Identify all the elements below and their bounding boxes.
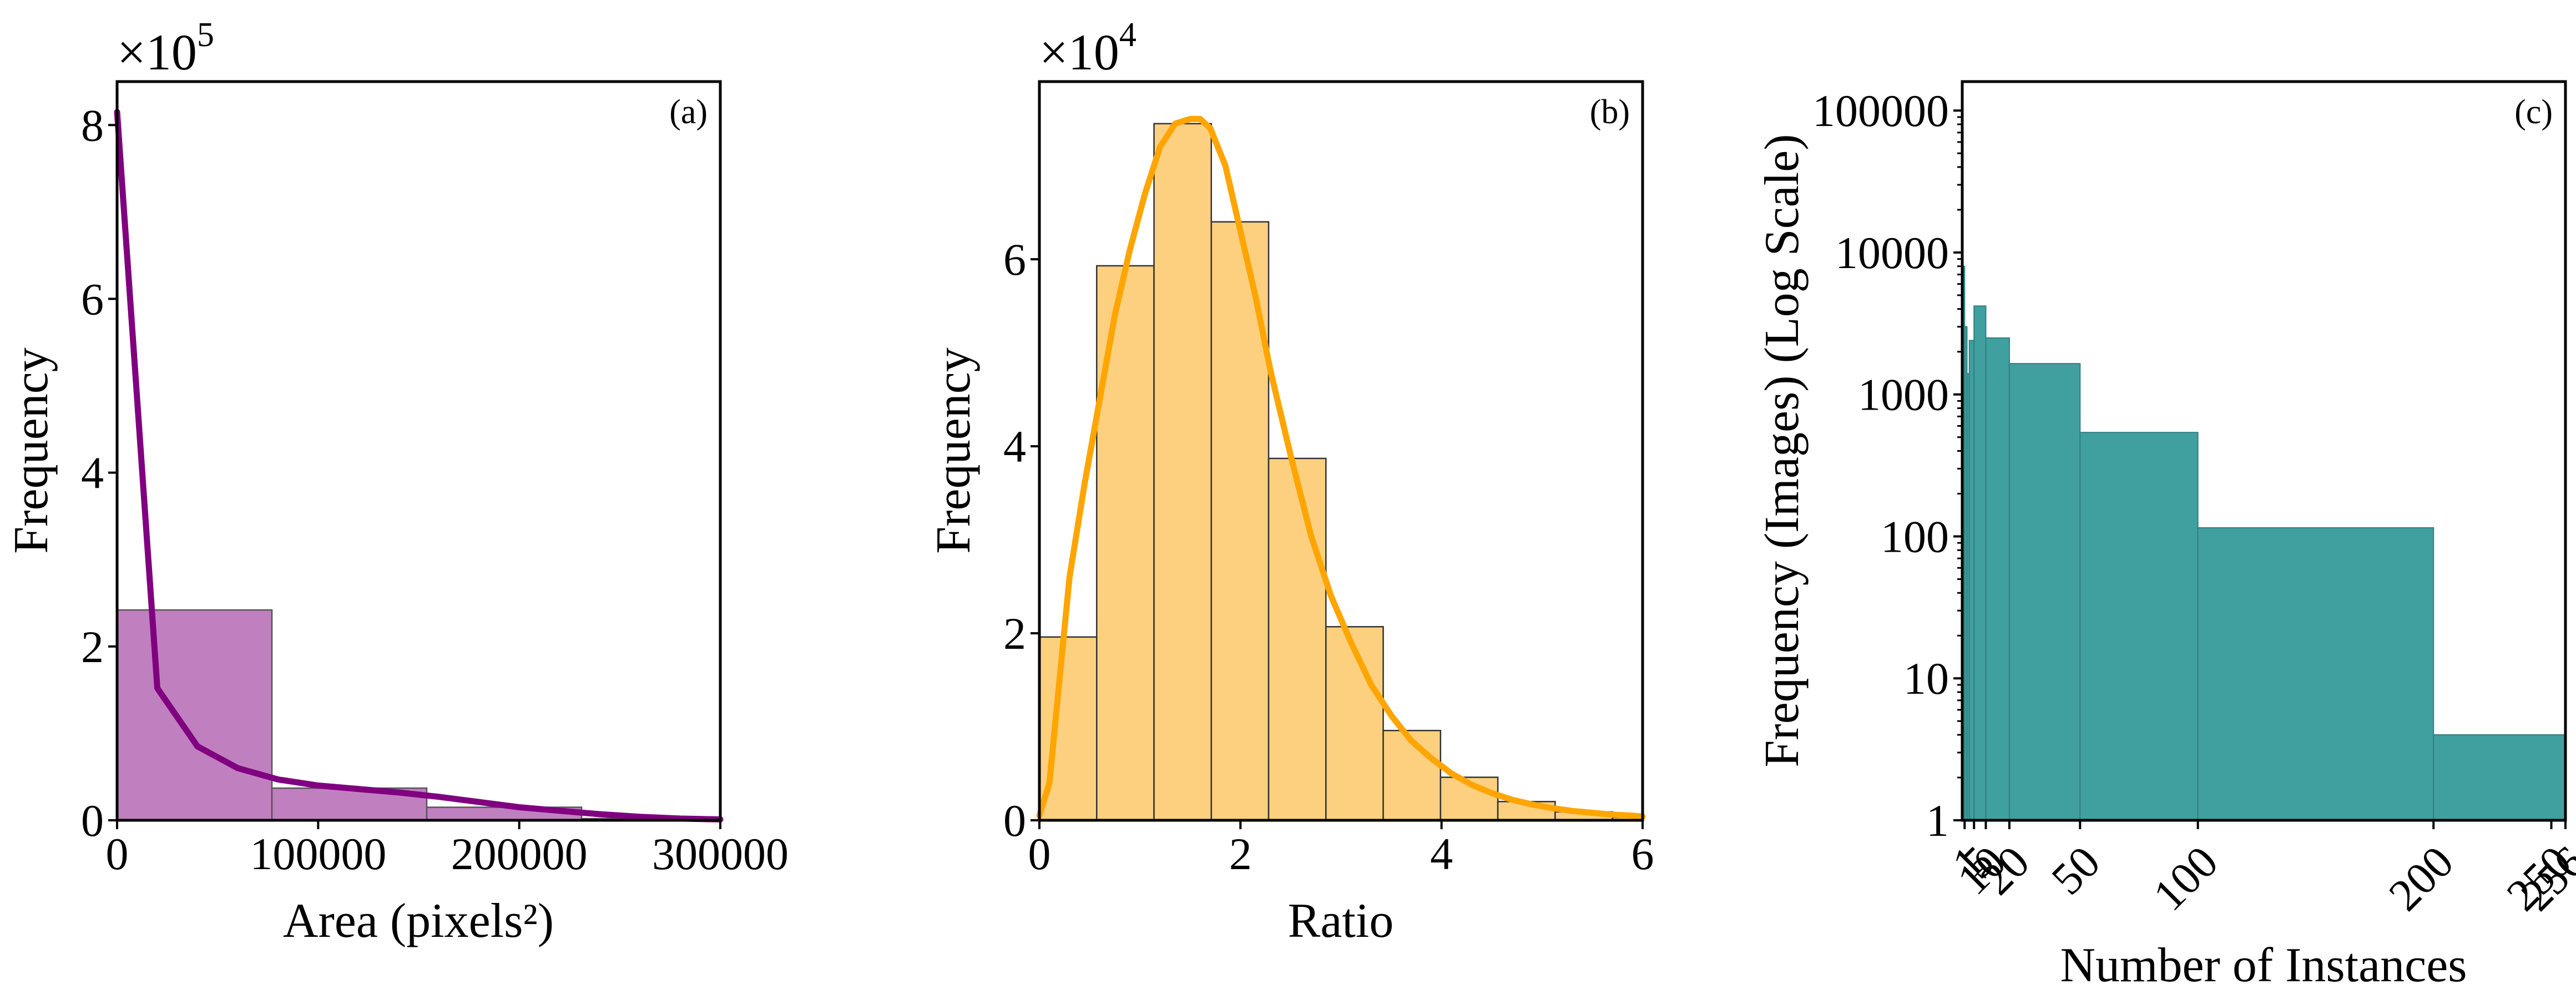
panel-a-y-tick-label-3: 6 bbox=[81, 274, 104, 324]
panel-c-bar-8 bbox=[2197, 527, 2434, 821]
panel-a-bar-0 bbox=[116, 609, 273, 821]
panel-c-x-tick-label-5: 100 bbox=[2144, 836, 2228, 920]
panel-a-ticks: 0 100000 200000 300000 0 2 4 6 8 bbox=[81, 100, 789, 879]
panel-b-bar-1 bbox=[1096, 265, 1155, 821]
panel-c-bar-7 bbox=[2079, 432, 2199, 821]
panel-b-curve-layer bbox=[1036, 115, 1646, 820]
panel-b-bars bbox=[1038, 123, 1644, 821]
panel-a-density-curve bbox=[114, 109, 724, 823]
panel-c-y-tick-label-4: 10000 bbox=[1835, 228, 1949, 278]
panel-b-y-tick-label-1: 2 bbox=[1003, 608, 1026, 659]
panel-a-offset-label: ×105 bbox=[117, 16, 214, 80]
panel-b-x-tick-label-3: 6 bbox=[1632, 829, 1654, 879]
panel-b-offset-label: ×104 bbox=[1039, 16, 1137, 80]
panel-a-area-histogram: 0 100000 200000 300000 0 2 4 6 8 (a) ×105 Area (… bbox=[4, 16, 789, 948]
panel-b-x-axis-label: Ratio bbox=[1288, 894, 1394, 948]
panel-c-y-tick-label-3: 1000 bbox=[1858, 370, 1949, 420]
panel-b-density-curve bbox=[1036, 115, 1646, 820]
panel-a-y-axis-label: Frequency bbox=[4, 347, 58, 553]
panel-b-y-tick-label-0: 0 bbox=[1003, 795, 1026, 846]
panel-b-y-tick-label-3: 6 bbox=[1003, 234, 1026, 285]
panel-c-y-axis-label: Frequency (Images) (Log Scale) bbox=[1755, 134, 1809, 767]
panel-c-bar-4 bbox=[1973, 305, 1987, 821]
panel-a-x-tick-label-3: 300000 bbox=[652, 829, 789, 879]
panel-b-tag: (b) bbox=[1590, 93, 1630, 131]
panel-a-y-tick-label-1: 2 bbox=[81, 622, 104, 672]
panel-c-y-tick-label-0: 1 bbox=[1926, 795, 1949, 846]
panel-b-bar-4 bbox=[1267, 457, 1327, 821]
panel-c-bar-3 bbox=[1968, 340, 1975, 821]
panel-a-x-tick-label-1: 100000 bbox=[250, 829, 386, 879]
panel-c-bars bbox=[1962, 265, 2566, 821]
panel-c-bar-6 bbox=[2008, 363, 2081, 821]
panel-b-bar-2 bbox=[1153, 123, 1213, 821]
panel-c-y-tick-label-1: 10 bbox=[1903, 653, 1949, 704]
panel-c-tag: (c) bbox=[2514, 93, 2553, 131]
panel-b-axes-frame bbox=[1038, 80, 1644, 822]
panel-a-curve-layer bbox=[114, 109, 724, 823]
panel-c-y-tick-label-2: 100 bbox=[1881, 511, 1949, 562]
panel-a-x-tick-label-0: 0 bbox=[106, 829, 129, 879]
panel-a-tag: (a) bbox=[669, 93, 708, 131]
panel-b-x-tick-label-1: 2 bbox=[1229, 829, 1252, 879]
panel-c-y-tick-label-5: 100000 bbox=[1812, 85, 1949, 136]
panel-c-x-axis-label: Number of Instances bbox=[2060, 939, 2467, 992]
panel-b-x-tick-label-2: 4 bbox=[1430, 829, 1453, 879]
panel-b-y-tick-label-2: 4 bbox=[1003, 421, 1026, 472]
panel-a-bars bbox=[116, 609, 721, 821]
panel-b-ticks: 0 2 4 6 0 2 4 6 bbox=[1003, 234, 1654, 879]
panel-c-bar-5 bbox=[1985, 337, 2010, 821]
panel-a-y-tick-label-0: 0 bbox=[81, 795, 104, 846]
panel-a-x-axis-label: Area (pixels²) bbox=[283, 894, 554, 948]
panel-b-ratio-histogram: 0 2 4 6 0 2 4 6 (b) ×104 Ratio Frequency bbox=[927, 16, 1654, 948]
panel-c-axes-frame bbox=[1961, 80, 2567, 822]
panel-a-y-tick-label-2: 4 bbox=[81, 448, 104, 498]
panel-a-axes-frame bbox=[115, 80, 722, 822]
panel-a-x-tick-label-2: 200000 bbox=[451, 829, 588, 879]
panel-c-x-tick-label-4: 50 bbox=[2042, 836, 2109, 904]
panel-b-bar-6 bbox=[1382, 730, 1442, 821]
panel-c-bar-9 bbox=[2433, 734, 2566, 821]
panel-c-x-tick-label-6: 200 bbox=[2379, 836, 2463, 920]
panel-a-y-tick-label-4: 8 bbox=[81, 100, 104, 150]
panel-b-x-tick-label-0: 0 bbox=[1028, 829, 1051, 879]
panel-b-y-axis-label: Frequency bbox=[927, 347, 981, 553]
